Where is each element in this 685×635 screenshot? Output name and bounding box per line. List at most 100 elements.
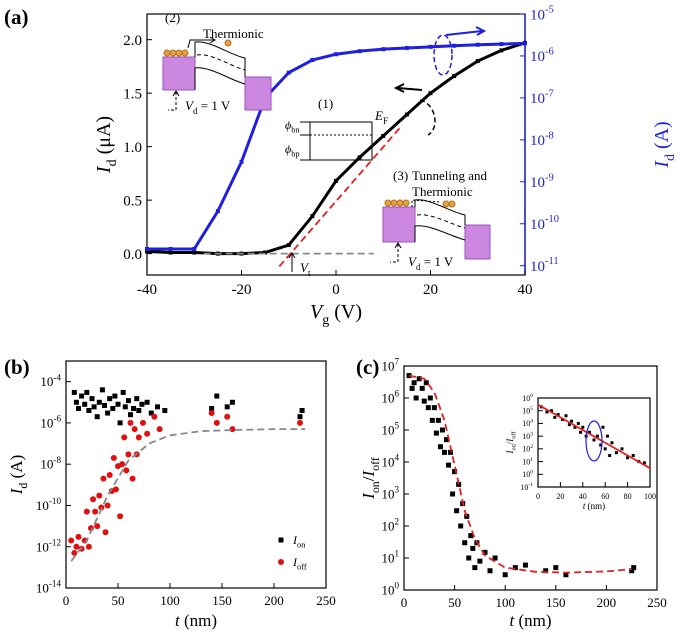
text-segment: t — [308, 268, 311, 278]
data-point — [104, 502, 111, 509]
tick-label: 50 — [448, 595, 461, 610]
data-point — [579, 430, 583, 434]
data-point — [545, 410, 549, 414]
data-point — [454, 508, 460, 514]
tick-label: 10-10 — [36, 496, 62, 513]
data-point — [310, 214, 315, 219]
tick-base: 10 — [530, 7, 545, 23]
series-line — [408, 374, 632, 574]
data-point — [428, 44, 433, 49]
text-segment: I — [359, 492, 378, 500]
data-point — [435, 417, 441, 423]
annotation: (3) — [393, 168, 408, 183]
tick-label: 101 — [522, 457, 533, 467]
tick-label: 40 — [579, 492, 587, 501]
tick-label: 106 — [522, 393, 533, 403]
data-point — [599, 443, 603, 447]
data-point — [135, 434, 142, 441]
data-point — [229, 426, 236, 433]
text-segment: d — [105, 159, 120, 166]
data-point — [156, 426, 163, 433]
data-point — [563, 572, 569, 578]
tick-exponent: 3 — [394, 485, 399, 495]
diagram-shape — [390, 244, 399, 263]
data-point — [148, 410, 154, 416]
diagram-shape — [394, 242, 402, 249]
text-segment: I — [292, 533, 298, 547]
tick-exponent: -6 — [545, 46, 554, 57]
panel-label: (c) — [356, 355, 379, 379]
tick-base: 10 — [381, 423, 394, 438]
tick-label: 105 — [522, 406, 533, 416]
data-point — [499, 48, 504, 53]
tick-base: 10 — [530, 49, 545, 65]
data-point — [576, 421, 580, 425]
diagram-shape — [187, 39, 214, 49]
tick-base: 10 — [530, 133, 545, 149]
data-point — [413, 395, 419, 401]
diagram-shape — [244, 76, 272, 111]
tick-label: 102 — [381, 517, 399, 534]
data-point — [523, 41, 527, 46]
text-segment: (nm) — [514, 611, 551, 630]
data-point — [263, 250, 268, 255]
data-point — [411, 380, 417, 386]
tick-label: 150 — [546, 595, 566, 610]
tick-label: 20 — [423, 282, 438, 298]
data-point — [145, 247, 149, 252]
series-line — [70, 428, 306, 562]
tick-label: 0.5 — [123, 193, 142, 209]
tick-label: 0 — [63, 593, 70, 608]
data-point — [286, 70, 291, 75]
tick-base: 10 — [522, 457, 530, 466]
text-segment: (V) — [329, 301, 362, 323]
tick-exponent: 4 — [394, 453, 399, 463]
tick-exponent: 2 — [530, 444, 533, 450]
data-point — [115, 401, 121, 407]
diagram-shape — [396, 199, 404, 207]
data-point — [404, 45, 409, 50]
diagram-shape — [411, 199, 441, 207]
tick-base: 10 — [522, 419, 530, 428]
diagram-shape — [402, 199, 410, 207]
tick-base: 10 — [36, 539, 49, 554]
text-segment: F — [383, 116, 388, 126]
diagram-shape — [209, 36, 216, 44]
text-segment: E — [374, 108, 383, 123]
data-point — [543, 568, 549, 574]
tick-exponent: -7 — [545, 88, 554, 99]
tick-label: 10-14 — [36, 579, 62, 596]
annotation: Vd = 1 V — [408, 254, 454, 272]
tick-base: 10 — [381, 359, 394, 374]
tick-label: 103 — [522, 431, 533, 441]
data-point — [213, 419, 220, 426]
tick-label: 60 — [601, 492, 609, 501]
data-point — [229, 399, 235, 405]
annotation: Vt — [300, 260, 311, 278]
diagram-shape — [163, 49, 171, 57]
tick-exponent: -12 — [49, 537, 62, 547]
annotation: Thermionic — [412, 184, 473, 199]
data-point — [224, 404, 230, 410]
data-point — [112, 393, 118, 399]
text-segment: d — [663, 154, 678, 161]
data-point — [334, 178, 338, 183]
tick-exponent: 4 — [530, 419, 533, 425]
data-point — [136, 407, 142, 413]
text-segment: t — [509, 611, 515, 630]
data-point — [310, 58, 315, 63]
data-point — [125, 451, 132, 458]
data-point — [151, 413, 158, 420]
data-point — [466, 555, 472, 561]
text-segment: V — [185, 98, 195, 113]
data-point — [620, 447, 624, 451]
data-point — [631, 565, 637, 571]
data-point — [573, 425, 577, 429]
y-axis-label: Ion/Ioff — [505, 431, 518, 455]
text-segment: ϕ — [285, 142, 291, 156]
text-segment: d — [416, 262, 421, 272]
data-point — [446, 462, 452, 468]
data-point — [416, 376, 422, 382]
data-point — [85, 543, 92, 550]
